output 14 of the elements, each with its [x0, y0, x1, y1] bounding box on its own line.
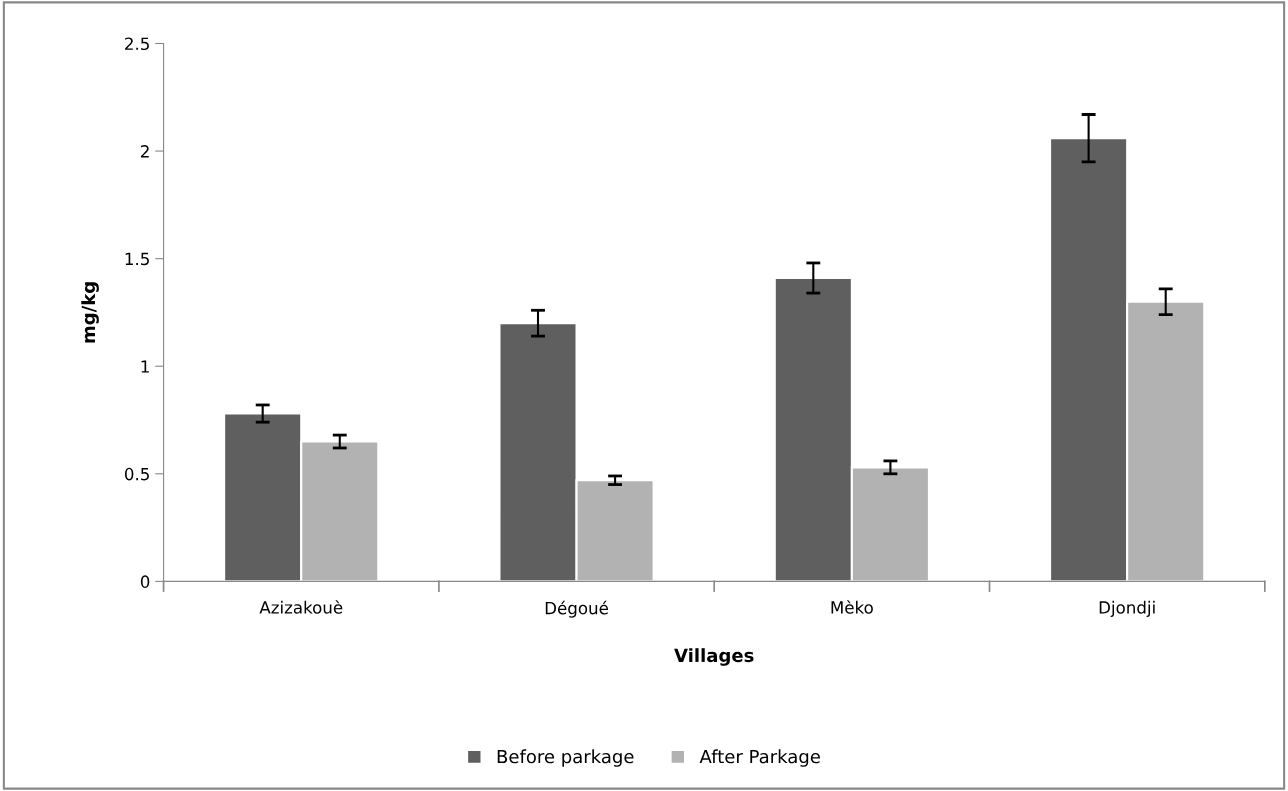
- y-tick-label: 2.5: [125, 37, 149, 51]
- legend-label: After Parkage: [699, 749, 820, 767]
- y-tick-label: 0.5: [124, 467, 149, 481]
- y-tick-label: 0: [140, 575, 150, 588]
- y-tick-label: 1.5: [125, 252, 149, 266]
- x-tick-label: Dégoué: [545, 600, 608, 618]
- x-tick-label: Mèko: [831, 600, 873, 614]
- x-axis-title: Villages: [674, 648, 754, 666]
- x-tick-label: Azizakouè: [259, 600, 343, 614]
- y-axis-title: mg/kg: [81, 282, 99, 343]
- y-tick-label: 2: [141, 145, 149, 158]
- y-tick-label: 1: [141, 360, 149, 373]
- x-tick-label: Djondji: [1099, 600, 1155, 617]
- legend-label: Before parkage: [497, 749, 634, 767]
